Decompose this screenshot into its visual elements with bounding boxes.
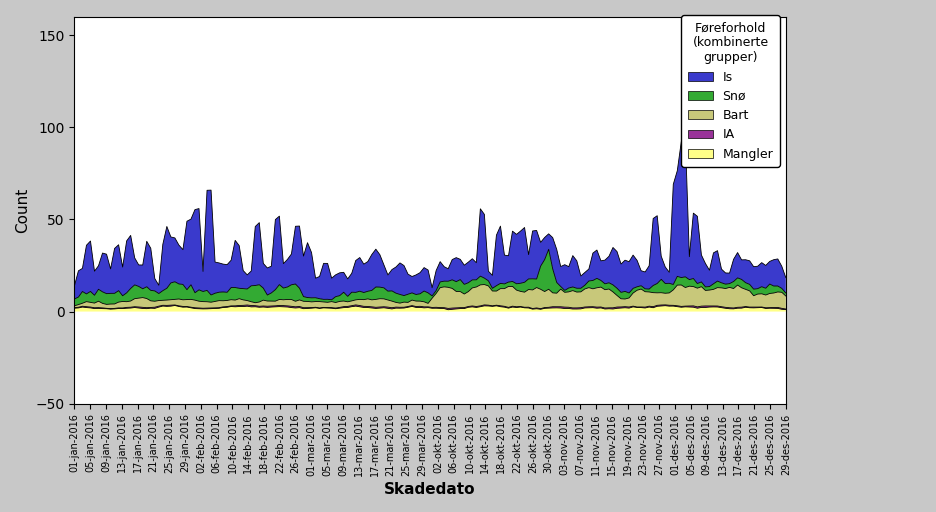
- X-axis label: Skadedato: Skadedato: [384, 482, 475, 497]
- Y-axis label: Count: Count: [15, 187, 30, 233]
- Legend: Is, Snø, Bart, IA, Mangler: Is, Snø, Bart, IA, Mangler: [680, 15, 779, 167]
